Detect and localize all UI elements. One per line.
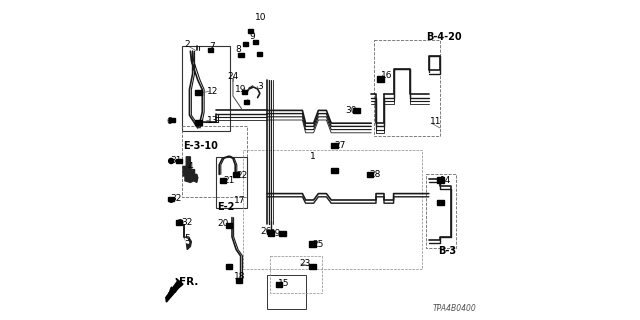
Text: 11: 11 xyxy=(430,117,442,126)
Text: 24: 24 xyxy=(227,72,239,81)
Text: 21: 21 xyxy=(223,176,235,185)
Text: B-4-20: B-4-20 xyxy=(426,32,462,42)
Text: 17: 17 xyxy=(234,196,245,204)
Bar xyxy=(216,157,248,208)
Bar xyxy=(195,90,202,95)
Text: 25: 25 xyxy=(312,240,323,249)
Bar xyxy=(176,220,182,225)
Polygon shape xyxy=(183,157,198,182)
Bar xyxy=(195,120,202,125)
Bar xyxy=(244,100,249,104)
Text: E-3-10: E-3-10 xyxy=(183,140,218,151)
Text: 29: 29 xyxy=(269,229,281,238)
Text: 32: 32 xyxy=(170,194,182,203)
Circle shape xyxy=(169,158,174,164)
Text: B-3: B-3 xyxy=(438,246,456,256)
Bar xyxy=(220,179,226,183)
Bar xyxy=(243,150,422,269)
Bar xyxy=(268,275,306,309)
Text: 9: 9 xyxy=(250,32,255,41)
Text: 2: 2 xyxy=(184,40,190,49)
Bar xyxy=(268,231,274,236)
Text: 31: 31 xyxy=(170,156,182,164)
Text: 3: 3 xyxy=(258,82,263,91)
Bar xyxy=(253,40,258,44)
Text: 6: 6 xyxy=(166,117,172,126)
Bar xyxy=(182,126,248,197)
Bar xyxy=(332,143,339,148)
Bar xyxy=(226,223,232,228)
Text: 23: 23 xyxy=(300,260,310,268)
Text: 8: 8 xyxy=(236,45,242,54)
Bar xyxy=(367,172,373,177)
Bar xyxy=(182,46,230,131)
Bar xyxy=(353,108,360,113)
Text: 12: 12 xyxy=(207,87,219,96)
Bar xyxy=(437,200,444,205)
Text: 28: 28 xyxy=(370,170,381,179)
Circle shape xyxy=(178,220,183,225)
Bar xyxy=(238,53,243,58)
Bar xyxy=(226,264,232,269)
Text: E-2: E-2 xyxy=(218,202,235,212)
Polygon shape xyxy=(166,278,183,302)
Text: 7: 7 xyxy=(210,42,215,51)
Text: 30: 30 xyxy=(346,106,357,115)
Text: 20: 20 xyxy=(218,220,229,228)
Text: 10: 10 xyxy=(255,13,266,22)
Bar xyxy=(234,172,239,177)
Text: 26: 26 xyxy=(260,228,271,236)
Text: 13: 13 xyxy=(207,116,219,124)
Text: 18: 18 xyxy=(234,272,245,281)
Bar xyxy=(169,118,175,122)
Text: 19: 19 xyxy=(235,85,246,94)
Text: 4: 4 xyxy=(187,162,193,171)
Text: 16: 16 xyxy=(381,71,392,80)
Bar xyxy=(308,241,316,247)
Bar xyxy=(276,282,282,287)
Bar xyxy=(208,48,213,52)
Bar xyxy=(426,174,456,248)
Bar xyxy=(332,168,339,173)
Text: 1: 1 xyxy=(310,152,316,161)
Text: 5: 5 xyxy=(184,234,190,243)
Bar xyxy=(257,52,262,56)
Text: 15: 15 xyxy=(278,279,289,288)
Bar xyxy=(376,76,384,82)
Text: 14: 14 xyxy=(440,176,451,185)
Polygon shape xyxy=(185,238,189,243)
Bar xyxy=(236,278,242,283)
Text: 27: 27 xyxy=(334,141,346,150)
Bar xyxy=(437,177,444,183)
Text: FR.: FR. xyxy=(179,277,198,287)
Bar xyxy=(248,29,253,34)
Text: TPA4B0400: TPA4B0400 xyxy=(433,304,477,313)
Bar xyxy=(279,231,286,236)
Bar xyxy=(309,264,316,269)
Bar xyxy=(243,90,248,94)
Bar xyxy=(268,230,273,234)
Bar xyxy=(168,196,174,202)
Polygon shape xyxy=(184,224,191,250)
Bar xyxy=(243,42,248,46)
Bar xyxy=(177,159,182,163)
Circle shape xyxy=(169,198,173,202)
Text: 32: 32 xyxy=(182,218,193,227)
Text: 22: 22 xyxy=(236,171,248,180)
Bar xyxy=(374,40,440,136)
Bar xyxy=(270,256,321,293)
